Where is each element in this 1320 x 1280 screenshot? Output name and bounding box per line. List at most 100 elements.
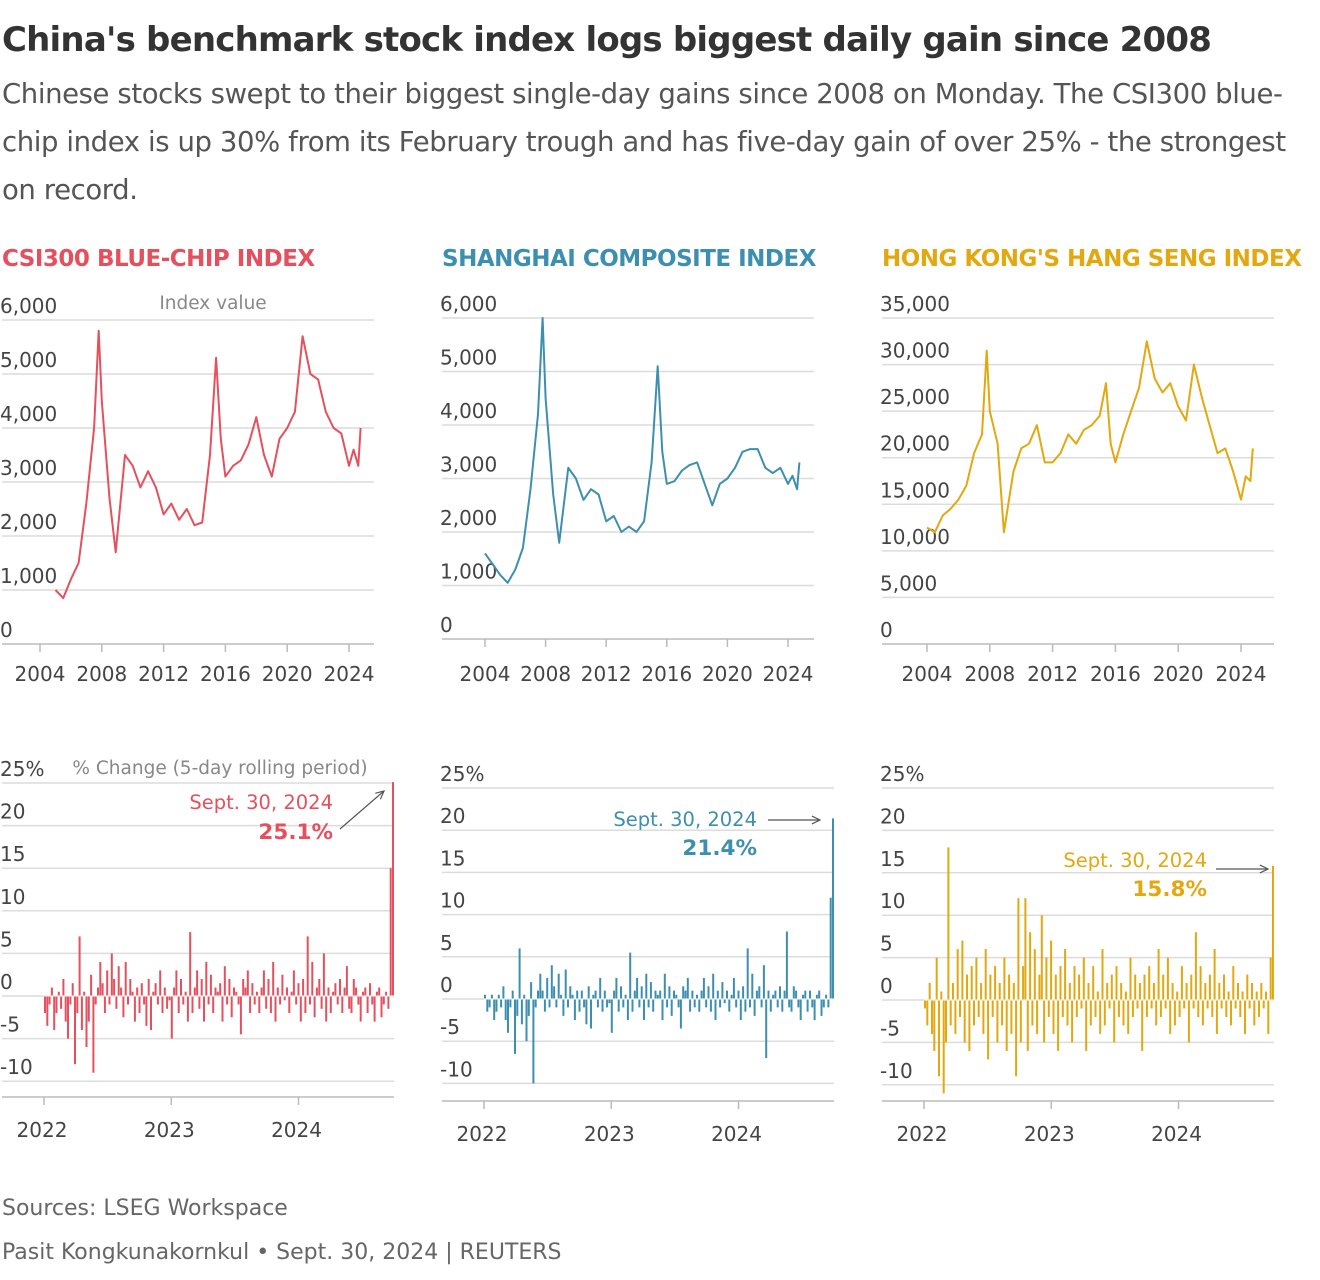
csi-change-bar xyxy=(246,970,249,996)
footer-credit: Pasit Kongkunakornkul • Sept. 30, 2024 |… xyxy=(2,1240,562,1265)
shanghai-change-bar xyxy=(737,990,740,999)
csi-change-bar xyxy=(108,996,111,1005)
hangseng-change-bar xyxy=(1073,966,1076,1000)
shanghai-line-ytick-label: 5,000 xyxy=(440,346,497,370)
hangseng-change-bar xyxy=(998,983,1001,1000)
shanghai-change-bar xyxy=(769,999,772,1012)
csi-bar-ytick-label: 20 xyxy=(0,800,25,824)
shanghai-change-bar xyxy=(573,999,576,1021)
shanghai-change-bar xyxy=(829,897,832,999)
csi-change-bar xyxy=(106,970,109,996)
shanghai-change-bar xyxy=(809,990,811,999)
csi-line-xtick-label: 2004 xyxy=(15,662,66,686)
csi-change-bar xyxy=(99,961,102,996)
shanghai-change-bar xyxy=(603,990,606,999)
csi-change-bar xyxy=(269,996,272,1013)
shanghai-change-bar xyxy=(656,994,659,999)
shanghai-change-bar xyxy=(585,999,588,1025)
shanghai-change-bar xyxy=(684,990,687,999)
hangseng-change-bar xyxy=(1085,1000,1088,1051)
hangseng-change-bar xyxy=(1150,1000,1153,1009)
csi-change-bar xyxy=(350,996,353,1013)
hangseng-change-bar xyxy=(1061,1000,1064,1017)
shanghai-change-bar xyxy=(511,990,514,999)
shanghai-change-bar xyxy=(571,994,574,999)
hangseng-change-bar xyxy=(1001,1000,1004,1026)
shanghai-change-bar xyxy=(795,990,798,999)
hangseng-change-bar xyxy=(1136,1000,1139,1009)
csi-change-bar xyxy=(249,996,252,1013)
shanghai-bar-ytick-label: 25% xyxy=(440,762,484,786)
shanghai-change-bar xyxy=(732,977,735,999)
csi-change-bar xyxy=(387,996,390,1009)
shanghai-change-bar xyxy=(767,990,770,999)
csi-change-bar xyxy=(235,991,238,996)
csi-change-bar xyxy=(140,983,143,996)
shanghai-change-bar xyxy=(534,999,537,1008)
hangseng-change-bar xyxy=(1054,974,1057,1000)
hangseng-change-bar xyxy=(1190,974,1193,1000)
shanghai-change-bar xyxy=(659,990,662,999)
csi-change-bar xyxy=(262,970,265,996)
shanghai-change-bar xyxy=(802,994,804,999)
shanghai-annotation-date: Sept. 30, 2024 xyxy=(613,808,757,831)
shanghai-change-bar xyxy=(594,990,597,999)
hangseng-change-bar xyxy=(924,1000,926,1009)
csi-change-bar xyxy=(339,979,341,996)
hangseng-bar-ytick-label: 15 xyxy=(880,847,905,871)
hangseng-change-bar xyxy=(1141,1000,1144,1051)
csi-change-bar xyxy=(78,936,81,996)
shanghai-change-bar xyxy=(647,999,650,1008)
shanghai-change-bar xyxy=(636,977,639,999)
shanghai-bar-xtick-label: 2023 xyxy=(584,1122,635,1146)
csi-change-bar xyxy=(304,996,307,1013)
csi-change-bar xyxy=(205,961,208,996)
shanghai-change-bar xyxy=(709,999,712,1012)
shanghai-change-bar xyxy=(620,986,622,999)
hangseng-change-bar xyxy=(1115,966,1118,1000)
hangseng-change-bar xyxy=(970,966,973,1000)
shanghai-change-bar xyxy=(596,999,599,1008)
csi-line-ytick-label: 6,000 xyxy=(0,294,57,318)
hangseng-change-bar xyxy=(1237,983,1239,1000)
shanghai-line-xtick-label: 2024 xyxy=(763,662,814,686)
hangseng-change-bar xyxy=(1101,949,1104,1000)
csi-change-bar xyxy=(322,953,325,996)
hangseng-change-bar xyxy=(1026,1000,1029,1051)
hangseng-line-xtick-label: 2012 xyxy=(1027,662,1078,686)
hangseng-change-bar xyxy=(1113,1000,1116,1043)
csi-change-bar xyxy=(152,991,155,996)
shanghai-change-bar xyxy=(617,999,620,1012)
hangseng-change-bar xyxy=(1071,1000,1074,1043)
hangseng-change-bar xyxy=(1082,957,1085,1000)
hangseng-change-bar xyxy=(961,940,964,1000)
csi-change-bar xyxy=(76,996,79,1013)
shanghai-change-bar xyxy=(631,999,634,1012)
shanghai-bar-ytick-label: 5 xyxy=(440,931,453,955)
shanghai-change-bar xyxy=(712,973,715,999)
hangseng-change-bar xyxy=(1211,1000,1214,1017)
csi-change-bar xyxy=(355,987,358,996)
csi-change-bar xyxy=(196,970,199,996)
hangseng-bar-xtick-label: 2022 xyxy=(897,1122,948,1146)
hangseng-change-bar xyxy=(977,1000,980,1017)
shanghai-change-bar xyxy=(624,994,627,999)
csi-change-bar xyxy=(122,996,125,1018)
csi-change-bar xyxy=(288,996,291,1013)
hangseng-change-bar xyxy=(1255,991,1258,1000)
csi-change-bar xyxy=(343,987,346,996)
hangseng-change-bar xyxy=(1031,1000,1034,1026)
hangseng-change-bar xyxy=(1227,991,1230,1000)
shanghai-line-xtick-label: 2004 xyxy=(460,662,511,686)
hangseng-annotation-date: Sept. 30, 2024 xyxy=(1063,849,1207,872)
hangseng-change-bar xyxy=(1241,991,1244,1000)
hangseng-change-bar xyxy=(1087,983,1090,1000)
hangseng-change-bar xyxy=(1171,983,1174,1000)
hangseng-bar-xtick-label: 2024 xyxy=(1151,1122,1202,1146)
hangseng-change-bar xyxy=(1180,966,1183,1000)
csi-change-bar xyxy=(189,932,192,996)
shanghai-change-bar xyxy=(758,986,761,999)
shanghai-change-bar xyxy=(599,977,602,999)
hangseng-change-bar xyxy=(1232,966,1235,1000)
shanghai-change-bar xyxy=(776,999,779,1008)
